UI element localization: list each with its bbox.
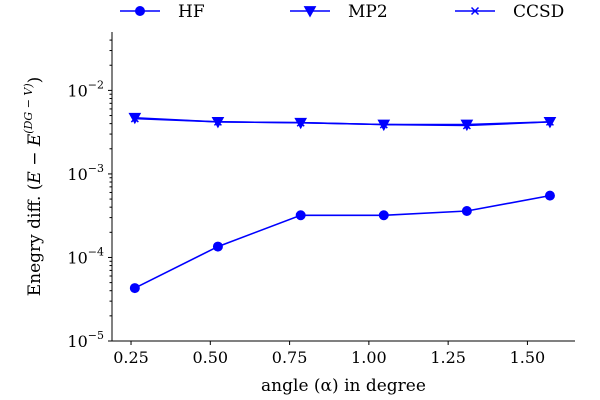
legend-item-ccsd: CCSD [455,2,564,22]
series-hf [129,190,555,294]
series-hf-point [461,205,472,216]
series-ccsd-point [296,118,305,127]
legend-item-mp2: MP2 [290,2,388,22]
series-ccsd-line [134,117,550,127]
series-hf-point [544,190,555,201]
x-tick-label: 1.00 [351,348,387,367]
series-ccsd-point [213,117,222,126]
y-tick-label: 10−2 [67,78,104,100]
series-hf-point [295,210,306,221]
x-axis-label: angle (α) in degree [261,376,426,396]
axes: 0.25 0.50 0.75 1.00 1.25 1.50 10−5 10−4 10−3 10−2 [67,32,575,367]
series-ccsd-point [379,120,388,129]
legend-ccsd-marker [470,6,480,16]
legend-mp2-marker [303,6,317,18]
series-hf-point [212,241,223,252]
series-hf-line [134,194,551,289]
series-ccsd-point [545,117,554,126]
y-tick-label: 10−5 [67,329,104,351]
series-ccsd-point [462,121,471,130]
series-ccsd-point [130,114,139,123]
x-tick-label: 1.25 [430,348,466,367]
legend-ccsd-label: CCSD [513,2,564,22]
legend-hf-marker [135,6,145,16]
series-hf-point [378,210,389,221]
series-layer [128,112,557,294]
x-tick-label: 0.25 [113,348,149,367]
series-mp2 [128,112,557,132]
y-tick-label: 10−3 [67,162,104,184]
legend-hf-label: HF [178,2,205,22]
y-tick-label: 10−4 [67,245,104,267]
y-axis-label: Enegry diff. (E − E(DG − V)) [22,77,45,297]
x-tick-label: 0.50 [192,348,228,367]
legend-mp2-label: MP2 [348,2,388,22]
legend: HF MP2 CCSD [120,2,564,22]
legend-item-hf: HF [120,2,205,22]
x-tick-label: 1.50 [510,348,546,367]
x-tick-label: 0.75 [272,348,308,367]
series-ccsd [130,114,554,130]
series-hf-point [129,283,140,294]
